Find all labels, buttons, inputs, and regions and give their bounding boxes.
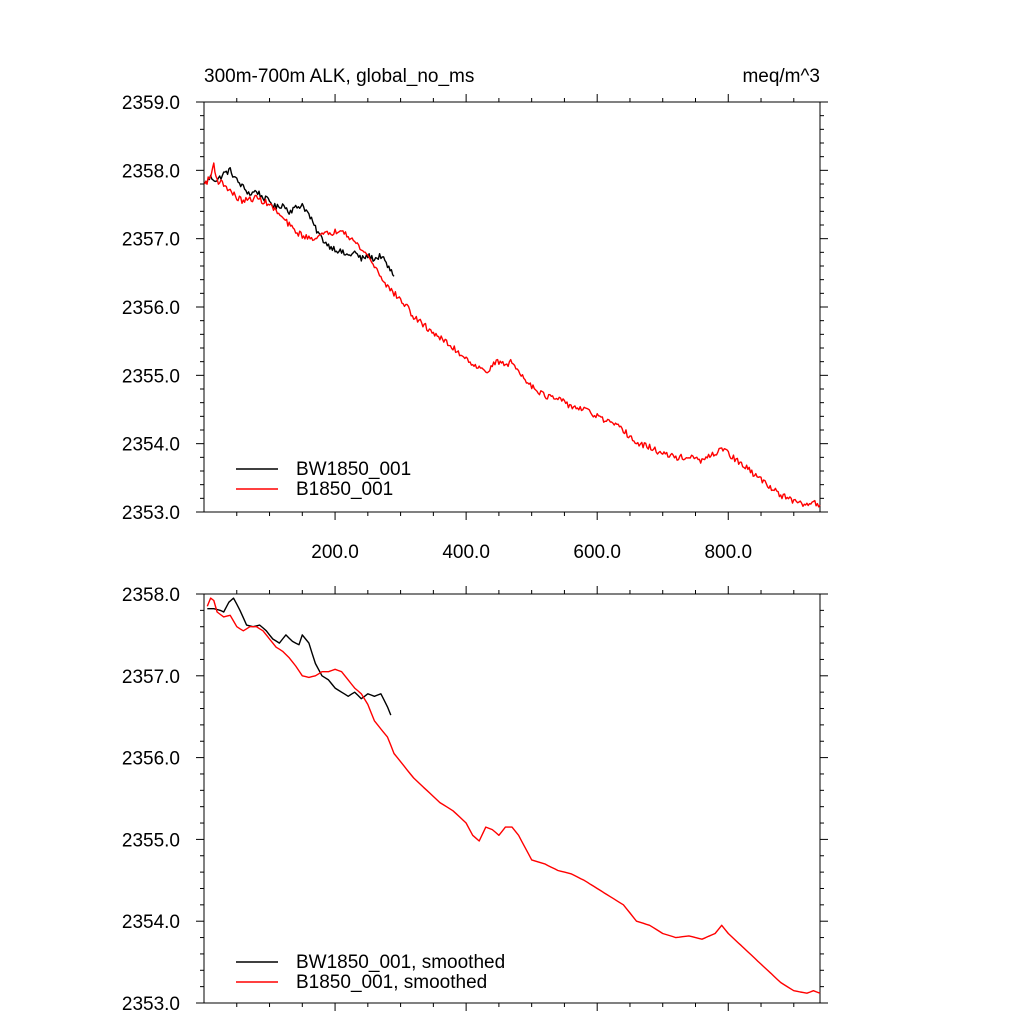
y-tick-label: 2359.0 [122, 93, 180, 114]
legend-label: BW1850_001, smoothed [296, 952, 505, 973]
y-tick-label: 2356.0 [122, 749, 180, 770]
top-panel: 2353.0 2354.0 2355.0 2356.0 2357.0 2358.0 2359… [122, 93, 828, 563]
y-tick-label: 2356.0 [122, 298, 180, 319]
series-line-0 [207, 597, 392, 716]
y-tick-label: 2358.0 [122, 585, 180, 606]
legend-label: BW1850_001 [296, 459, 411, 480]
y-tick-label: 2354.0 [122, 435, 180, 456]
legend-label: B1850_001, smoothed [296, 972, 487, 993]
x-tick-label: 200.0 [311, 542, 359, 563]
y-tick-label: 2358.0 [122, 161, 180, 182]
y-tick-label: 2354.0 [122, 912, 180, 933]
series-line-0 [204, 166, 395, 277]
bottom-panel: 2353.0 2354.0 2355.0 2356.0 2357.0 2358.0 BW18… [122, 585, 828, 1015]
y-tick-label: 2353.0 [122, 994, 180, 1015]
legend-label: B1850_001 [296, 479, 393, 500]
y-tick-label: 2355.0 [122, 830, 180, 851]
series-line-1 [206, 597, 821, 994]
chart-title: 300m-700m ALK, global_no_ms [204, 66, 474, 87]
y-tick-label: 2353.0 [122, 503, 180, 524]
y-tick-label: 2355.0 [122, 366, 180, 387]
x-tick-label: 600.0 [573, 542, 621, 563]
series-line-1 [204, 162, 821, 508]
x-tick-label: 800.0 [704, 542, 752, 563]
plot-frame [203, 593, 821, 1004]
units-label: meq/m^3 [742, 66, 820, 87]
y-tick-label: 2357.0 [122, 230, 180, 251]
x-tick-label: 400.0 [442, 542, 490, 563]
y-tick-label: 2357.0 [122, 667, 180, 688]
